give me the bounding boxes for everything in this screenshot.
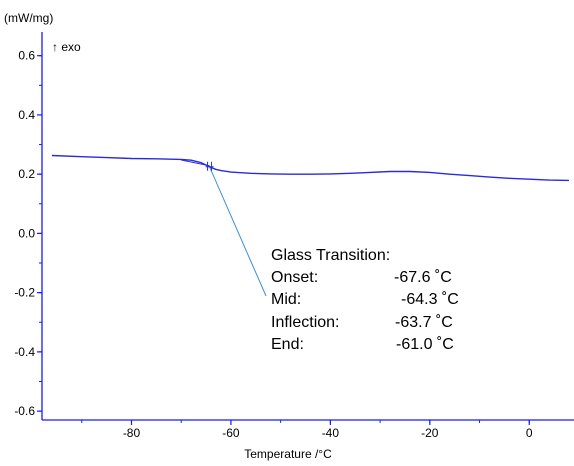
- onset-value: -67.6 ˚C: [394, 269, 452, 286]
- midpoint-marker: [181, 159, 214, 171]
- onset-tangent-stub: [181, 159, 210, 167]
- y-tick-label: -0.6: [14, 404, 35, 418]
- inflection-value: -63.7 ˚C: [395, 314, 453, 331]
- annotation-leader-line: [209, 166, 267, 297]
- x-tick-label: -40: [322, 426, 340, 440]
- dsc-curve: [51, 154, 570, 182]
- mid-label: Mid:: [271, 291, 301, 308]
- x-axis-ticks: -80 -60 -40 -20 0: [81, 420, 533, 440]
- inflection-label: Inflection:: [271, 314, 339, 331]
- mid-value: -64.3 ˚C: [401, 291, 459, 308]
- annotation-title: Glass Transition:: [271, 247, 390, 264]
- glass-transition-annotation: Glass Transition: Onset: -67.6 ˚C Mid: -…: [271, 247, 459, 353]
- x-axis-title: Temperature /°C: [244, 447, 332, 461]
- y-tick-label: -0.4: [14, 345, 35, 359]
- x-tick-label: -20: [421, 426, 439, 440]
- x-tick-label: 0: [526, 426, 533, 440]
- x-tick-label: -60: [222, 426, 240, 440]
- end-value: -61.0 ˚C: [396, 336, 454, 353]
- exo-label: ↑ exo: [52, 40, 81, 54]
- y-tick-label: 0.4: [18, 108, 35, 122]
- x-tick-label: -80: [123, 426, 141, 440]
- onset-label: Onset:: [271, 269, 318, 286]
- y-axis-ticks: 0.6 0.4 0.2 0.0 -0.2 -0.4 -0.6: [14, 49, 42, 418]
- y-unit-label: (mW/mg): [4, 11, 53, 25]
- y-tick-label: -0.2: [14, 286, 35, 300]
- y-tick-label: 0.6: [18, 49, 35, 63]
- y-tick-label: 0.2: [18, 167, 35, 181]
- end-label: End:: [271, 336, 304, 353]
- y-tick-label: 0.0: [18, 226, 35, 240]
